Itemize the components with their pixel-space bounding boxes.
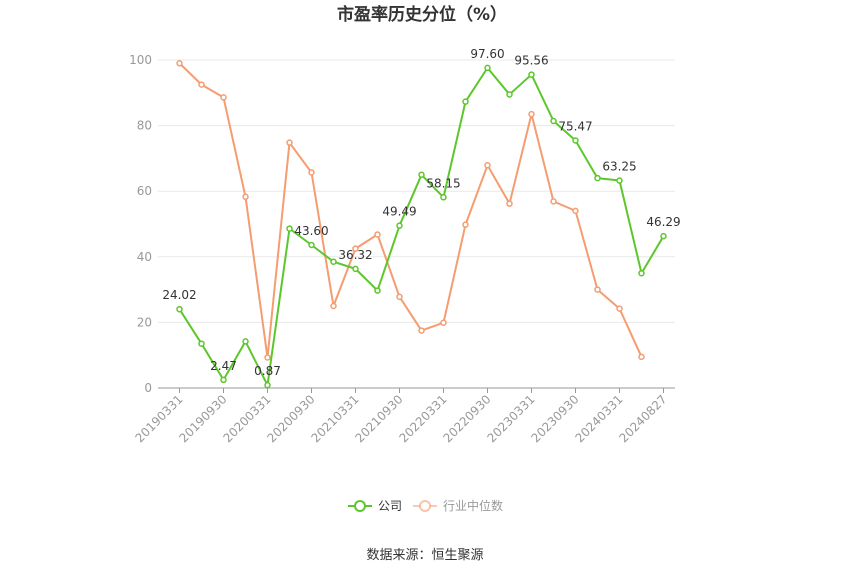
x-axis: 2019033120190930202003312020093020210331… [133,387,675,445]
data-label: 49.49 [382,205,416,219]
data-point-company [308,241,315,249]
data-point-industry [308,169,315,176]
data-point-company [660,232,667,240]
data-point-industry [352,245,359,252]
data-point-industry [286,139,293,146]
y-tick-label: 20 [137,315,152,329]
data-point-company [484,64,491,72]
y-tick-label: 60 [137,184,152,198]
data-point-company [242,338,249,345]
data-point-industry [638,353,645,361]
data-point-industry [176,60,183,67]
legend-label-industry: 行业中位数 [443,498,503,513]
legend-label-company: 公司 [378,499,402,513]
data-point-company [572,137,579,144]
data-point-company [550,117,557,125]
data-point-company [286,225,293,232]
data-point-industry [484,162,491,169]
legend-marker-industry [419,500,431,512]
legend-item-industry[interactable]: 行业中位数 [413,498,503,513]
y-tick-label: 0 [144,381,152,395]
data-point-industry [374,231,381,238]
data-label: 43.60 [294,224,328,238]
grid [158,59,675,323]
data-label: 0.87 [254,364,281,378]
data-point-company [594,174,601,182]
data-point-company [330,258,337,265]
data-point-industry [594,286,601,293]
y-axis: 0 20 40 60 80 100 [129,53,152,395]
data-point-industry [264,354,271,361]
y-tick-label: 40 [137,250,152,264]
data-labels: 24.02 2.47 0.87 43.60 36.32 49.49 58.15 97.60 95… [162,47,680,378]
data-point-company [176,305,183,313]
data-point-industry [330,302,337,310]
series-line-industry [178,62,643,359]
data-point-company [418,171,425,179]
chart-title: 市盈率历史分位（%） [337,4,507,25]
y-tick-label: 100 [129,53,152,67]
data-point-company [264,381,271,389]
data-label: 97.60 [470,47,504,61]
legend-item-company[interactable]: 公司 [348,499,402,513]
y-tick-label: 80 [137,119,152,133]
data-point-company [528,71,535,78]
data-point-industry [242,193,249,201]
data-point-company [506,91,513,98]
data-label: 36.32 [338,248,372,262]
data-point-industry [462,221,469,228]
data-point-industry [616,305,623,312]
data-label: 46.29 [646,215,680,229]
data-point-company [220,376,227,384]
data-source: 数据来源：恒生聚源 [366,548,483,563]
series-group [176,60,667,389]
data-point-company [352,265,359,273]
data-label: 63.25 [602,160,636,174]
data-point-industry [572,207,579,215]
data-point-industry [506,200,513,207]
data-point-company [396,222,403,229]
data-point-industry [220,94,227,101]
data-label: 58.15 [426,176,460,190]
data-label: 95.56 [514,54,548,68]
legend-marker-company [354,500,366,512]
data-point-company [616,177,623,184]
data-point-industry [198,81,205,88]
data-point-company [638,269,645,277]
data-point-industry [528,110,535,118]
data-point-company [198,340,205,347]
x-tick-label: 20240827 [617,392,670,445]
legend[interactable]: 公司 行业中位数 [348,498,503,513]
data-label: 24.02 [162,288,196,302]
data-label: 75.47 [558,119,592,133]
series-line-company [178,66,665,387]
data-label: 2.47 [210,359,237,373]
data-point-industry [396,293,403,301]
data-point-company [374,287,381,294]
data-point-company [462,98,469,105]
data-point-industry [440,319,447,326]
data-point-industry [418,327,425,334]
data-point-company [440,194,447,201]
data-point-industry [550,198,557,205]
